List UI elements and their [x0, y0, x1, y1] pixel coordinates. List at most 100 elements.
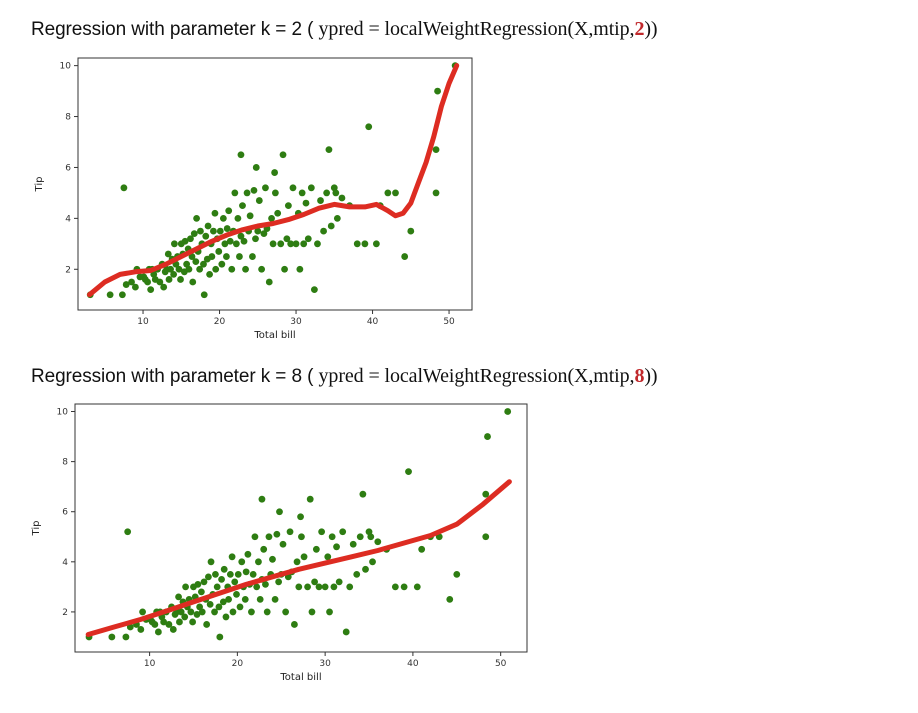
y-tick-label: 6	[65, 163, 71, 173]
data-point	[238, 558, 246, 566]
data-point	[252, 235, 259, 243]
data-point	[225, 207, 233, 215]
data-point	[108, 633, 116, 641]
data-point	[282, 608, 290, 616]
data-point	[297, 513, 304, 521]
data-point	[196, 265, 204, 273]
data-point	[324, 553, 332, 561]
data-point	[268, 214, 275, 222]
data-point	[311, 286, 318, 294]
data-point	[287, 240, 295, 248]
data-point	[359, 490, 367, 498]
data-point	[384, 189, 392, 197]
caption-k8-close: ))	[644, 365, 658, 387]
data-point	[194, 580, 202, 588]
data-point	[228, 553, 236, 561]
data-point	[118, 291, 126, 299]
x-tick-label: 10	[144, 659, 156, 669]
data-point	[151, 621, 159, 628]
data-point	[236, 603, 244, 611]
data-point	[484, 433, 491, 440]
data-point	[269, 555, 276, 563]
data-point	[196, 603, 204, 611]
data-point	[164, 250, 172, 258]
data-point	[218, 575, 225, 583]
data-point	[190, 230, 198, 238]
data-point	[349, 540, 357, 548]
data-point	[182, 583, 189, 591]
data-point	[332, 189, 340, 197]
data-point	[220, 565, 228, 573]
data-point	[258, 495, 266, 503]
data-point	[372, 240, 380, 248]
data-point	[315, 583, 323, 591]
data-point	[260, 545, 268, 553]
y-tick-label: 10	[60, 62, 72, 72]
y-axis-label: Tip	[31, 521, 42, 537]
regression-curve	[87, 63, 460, 298]
caption-k2-close: ))	[644, 18, 658, 40]
x-tick-label: 50	[443, 317, 455, 327]
data-point	[255, 558, 262, 566]
data-point	[223, 225, 231, 232]
x-tick-label: 20	[214, 317, 226, 327]
data-point	[327, 222, 335, 230]
data-point	[401, 253, 409, 260]
data-point	[353, 240, 361, 248]
data-point	[206, 270, 213, 278]
data-point	[210, 227, 217, 235]
data-point	[205, 573, 212, 581]
data-point	[269, 240, 277, 248]
data-point	[239, 202, 246, 210]
data-point	[231, 189, 239, 197]
data-point	[361, 240, 369, 248]
data-point	[271, 595, 279, 603]
data-point	[181, 237, 189, 245]
data-point	[276, 508, 283, 516]
data-point	[212, 570, 219, 578]
data-point	[295, 583, 303, 591]
data-point	[242, 265, 249, 273]
data-point	[482, 490, 490, 498]
data-point	[170, 240, 178, 248]
data-point	[293, 558, 301, 566]
y-tick-label: 8	[65, 113, 71, 123]
caption-k8-code: ypred = localWeightRegression(X,mtip,	[318, 365, 635, 387]
data-point	[218, 260, 226, 268]
data-point	[250, 186, 258, 194]
data-point	[165, 621, 173, 628]
data-point	[248, 608, 255, 616]
data-point	[432, 146, 440, 154]
data-point	[219, 598, 227, 606]
data-point	[181, 613, 189, 621]
data-point	[271, 189, 279, 197]
data-point	[165, 276, 173, 283]
data-point	[328, 533, 336, 541]
data-point	[189, 618, 197, 626]
data-point	[291, 621, 298, 628]
y-tick-label: 4	[65, 214, 71, 224]
data-point	[208, 253, 216, 260]
data-point	[203, 621, 211, 628]
data-point	[216, 633, 224, 641]
data-point	[225, 595, 232, 603]
data-point	[262, 184, 269, 192]
data-point	[234, 214, 242, 222]
data-point	[242, 568, 250, 576]
data-point	[317, 197, 324, 204]
data-point	[215, 603, 223, 611]
x-tick-label: 30	[319, 659, 331, 669]
data-point	[367, 533, 375, 541]
data-point	[176, 618, 183, 626]
data-point	[249, 570, 257, 578]
data-point	[308, 608, 316, 616]
data-point	[197, 588, 205, 596]
data-point	[236, 253, 243, 260]
data-point	[251, 533, 259, 541]
data-point	[255, 197, 263, 204]
data-point	[320, 227, 327, 235]
caption-k8: Regression with parameter k = 8 ( ypred …	[31, 365, 658, 388]
x-tick-label: 10	[137, 317, 149, 327]
caption-k8-prefix: Regression with parameter k = 8 (	[31, 366, 319, 387]
data-point	[265, 278, 273, 286]
